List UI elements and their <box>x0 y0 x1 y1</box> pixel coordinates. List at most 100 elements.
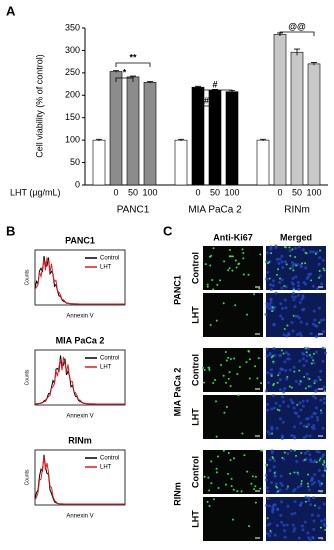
ki67-dot <box>307 385 310 388</box>
ki67-dot <box>276 381 279 384</box>
micrograph <box>203 246 263 290</box>
nucleus <box>305 322 309 326</box>
ki67-dot <box>254 365 257 368</box>
nucleus <box>298 503 302 507</box>
ki67-dot <box>276 408 279 411</box>
nucleus <box>285 523 289 527</box>
nucleus <box>304 266 308 270</box>
ki67-dot <box>266 517 269 520</box>
nucleus <box>310 477 314 481</box>
error-bar <box>96 138 102 142</box>
bar <box>307 63 321 186</box>
ki67-dot <box>216 283 219 286</box>
ki67-dot <box>210 460 213 463</box>
nucleus <box>281 307 285 311</box>
nucleus <box>265 486 269 490</box>
flow-curve <box>34 456 125 505</box>
ki67-dot <box>308 378 311 381</box>
ki67-dot <box>285 263 288 266</box>
nucleus <box>292 298 296 302</box>
nucleus <box>312 496 316 500</box>
annotation: @@ <box>288 21 306 31</box>
ki67-dot <box>254 475 257 478</box>
nucleus <box>311 322 315 326</box>
nucleus <box>277 261 281 265</box>
x-axis-label: LHT (µg/mL) <box>10 187 61 197</box>
ki67-dot <box>300 480 303 483</box>
nucleus <box>266 371 270 375</box>
bar <box>208 90 222 186</box>
ki67-dot <box>257 357 260 360</box>
nucleus <box>312 527 316 531</box>
ki67-dot <box>300 451 303 454</box>
flow-title: RINm <box>68 435 92 445</box>
nucleus <box>265 408 269 412</box>
nucleus <box>318 256 322 260</box>
ki67-dot <box>289 472 292 475</box>
nucleus <box>297 414 301 418</box>
ki67-dot <box>210 254 213 257</box>
nucleus <box>293 511 297 515</box>
y-tick-label: 0 <box>75 179 80 189</box>
ki67-dot <box>231 269 234 272</box>
nucleus <box>265 302 269 306</box>
nucleus <box>271 510 275 514</box>
nucleus <box>298 401 302 405</box>
ki67-dot <box>203 368 206 371</box>
panel-label: C <box>163 223 173 238</box>
ki67-dot <box>209 264 212 267</box>
ki67-dot <box>231 255 234 258</box>
ki67-dot <box>225 381 228 384</box>
nucleus <box>322 318 326 322</box>
nucleus <box>264 312 268 316</box>
nucleus <box>315 449 319 453</box>
nucleus <box>319 318 323 322</box>
ki67-dot <box>247 350 250 353</box>
row-label: LHT <box>190 510 200 528</box>
ki67-dot <box>289 254 292 257</box>
nucleus <box>282 390 286 394</box>
bar <box>109 71 123 186</box>
nucleus <box>288 368 292 372</box>
nucleus <box>306 275 310 279</box>
ki67-dot <box>307 485 310 488</box>
nucleus <box>265 251 269 255</box>
nucleus <box>268 522 272 526</box>
ki67-dot <box>310 279 313 282</box>
nucleus <box>304 451 308 455</box>
ki67-dot <box>304 387 307 390</box>
group-label: RINm <box>172 482 182 506</box>
nucleus <box>307 423 311 427</box>
nucleus <box>286 504 290 508</box>
nucleus <box>321 359 325 363</box>
nucleus <box>313 481 317 485</box>
ki67-dot <box>223 260 226 263</box>
ki67-dot <box>228 267 231 270</box>
nucleus <box>307 272 311 276</box>
nucleus <box>314 406 318 410</box>
flow-plot <box>34 449 126 506</box>
ki67-dot <box>323 347 326 350</box>
nucleus <box>312 309 316 313</box>
nucleus <box>278 378 282 382</box>
nucleus <box>294 314 298 318</box>
ki67-dot <box>229 385 232 388</box>
nucleus <box>303 520 307 524</box>
error-bar <box>294 48 300 56</box>
ki67-dot <box>259 487 262 490</box>
nucleus <box>272 279 276 283</box>
ki67-dot <box>230 255 233 258</box>
ki67-dot <box>259 382 262 385</box>
ki67-dot <box>319 409 322 412</box>
row-label: LHT <box>190 408 200 426</box>
ki67-dot <box>269 529 272 532</box>
bar <box>174 139 188 186</box>
nucleus <box>299 265 303 269</box>
nucleus <box>275 257 279 261</box>
nucleus <box>311 535 315 539</box>
ki67-dot <box>299 380 302 383</box>
nucleus <box>269 481 273 485</box>
nucleus <box>265 532 269 536</box>
ki67-dot <box>253 293 256 296</box>
nucleus <box>273 459 277 463</box>
